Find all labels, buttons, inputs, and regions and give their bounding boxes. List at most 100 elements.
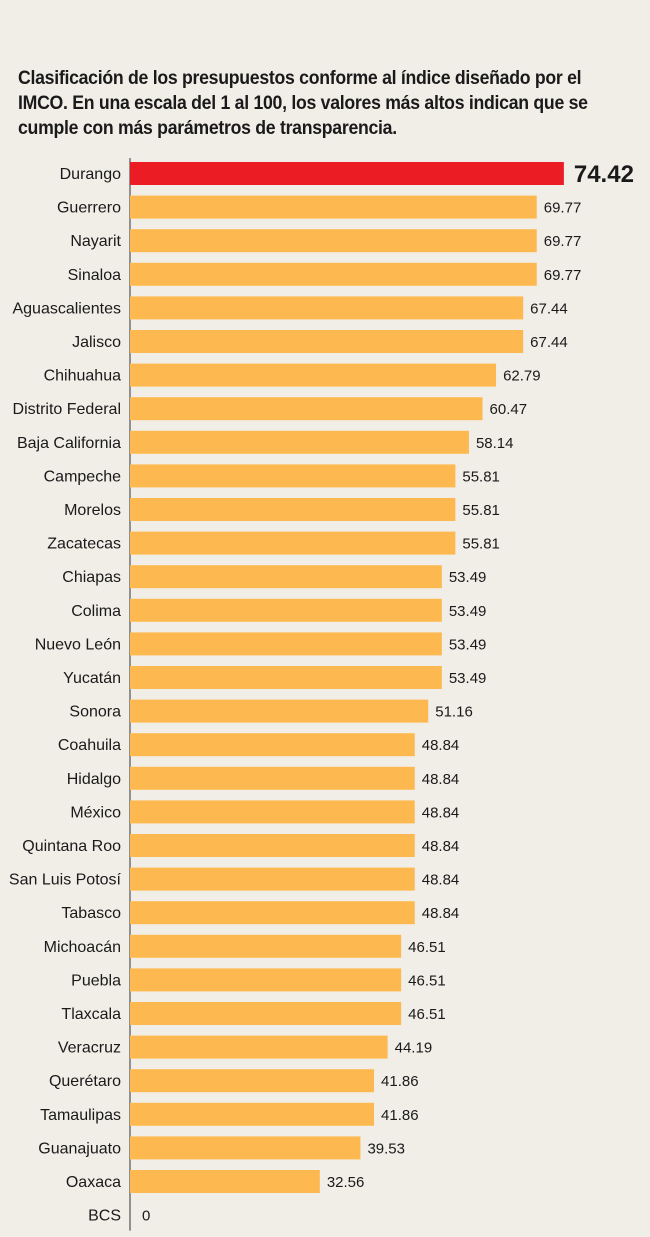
category-label-tabasco: Tabasco bbox=[61, 905, 121, 922]
category-label-michoacan: Michoacán bbox=[44, 939, 121, 956]
chart-title: Clasificación de los presupuestos confor… bbox=[18, 68, 588, 139]
bar-guerrero bbox=[130, 195, 537, 219]
category-label-coahuila: Coahuila bbox=[58, 737, 121, 754]
category-label-chiapas: Chiapas bbox=[62, 569, 121, 586]
value-label-tamaulipas: 41.86 bbox=[381, 1107, 419, 1124]
value-label-veracruz: 44.19 bbox=[395, 1040, 433, 1057]
value-label-campeche: 55.81 bbox=[462, 468, 500, 485]
bar-aguascalientes bbox=[130, 296, 524, 320]
category-label-colima: Colima bbox=[71, 603, 121, 620]
bar-tlaxcala bbox=[130, 1002, 402, 1025]
bar-oaxaca bbox=[130, 1170, 320, 1193]
value-label-tabasco: 48.84 bbox=[422, 905, 460, 922]
category-label-hidalgo: Hidalgo bbox=[67, 771, 121, 788]
bars-group bbox=[130, 162, 564, 1193]
category-label-nayarit: Nayarit bbox=[70, 233, 121, 250]
category-label-baja-california: Baja California bbox=[17, 435, 121, 452]
value-labels-group: 74.42 69.77 69.77 69.77 67.44 67.44 62.79 60.47… bbox=[142, 161, 634, 1225]
category-label-morelos: Morelos bbox=[64, 502, 121, 519]
bar-yucatan bbox=[130, 666, 442, 689]
value-label-sonora: 51.16 bbox=[435, 704, 473, 721]
category-label-quintana-roo: Quintana Roo bbox=[22, 838, 121, 855]
category-label-tamaulipas: Tamaulipas bbox=[40, 1107, 121, 1124]
bar-distrito-federal bbox=[130, 397, 483, 421]
value-label-san-luis-potosi: 48.84 bbox=[422, 872, 460, 889]
value-label-guanajuato: 39.53 bbox=[367, 1140, 405, 1157]
value-label-yucatan: 53.49 bbox=[449, 670, 487, 687]
category-label-campeche: Campeche bbox=[44, 468, 121, 485]
category-label-guanajuato: Guanajuato bbox=[38, 1140, 121, 1157]
value-label-oaxaca: 32.56 bbox=[327, 1174, 365, 1191]
bar-sonora bbox=[130, 699, 429, 723]
value-label-chiapas: 53.49 bbox=[449, 569, 487, 586]
bar-tabasco bbox=[130, 901, 415, 925]
value-label-coahuila: 48.84 bbox=[422, 737, 460, 754]
category-label-yucatan: Yucatán bbox=[63, 670, 121, 687]
value-label-bcs: 0 bbox=[142, 1208, 150, 1225]
category-label-queretaro: Querétaro bbox=[49, 1073, 121, 1090]
category-label-sinaloa: Sinaloa bbox=[68, 267, 121, 284]
bar-san-luis-potosi bbox=[130, 867, 415, 891]
bar-morelos bbox=[130, 498, 456, 521]
category-label-zacatecas: Zacatecas bbox=[47, 536, 121, 553]
bar-chihuahua bbox=[130, 363, 497, 387]
bar-veracruz bbox=[130, 1035, 388, 1059]
value-label-hidalgo: 48.84 bbox=[422, 771, 460, 788]
value-label-quintana-roo: 48.84 bbox=[422, 838, 460, 855]
value-label-puebla: 46.51 bbox=[408, 972, 446, 989]
value-label-aguascalientes: 67.44 bbox=[530, 300, 568, 317]
bar-hidalgo bbox=[130, 766, 415, 790]
value-label-baja-california: 58.14 bbox=[476, 435, 514, 452]
bar-michoacan bbox=[130, 934, 402, 958]
category-label-chihuahua: Chihuahua bbox=[44, 368, 122, 385]
value-label-mexico: 48.84 bbox=[422, 804, 460, 821]
bar-guanajuato bbox=[130, 1136, 361, 1160]
bar-tamaulipas bbox=[130, 1102, 375, 1126]
category-label-bcs: BCS bbox=[88, 1208, 121, 1225]
value-label-nayarit: 69.77 bbox=[544, 233, 582, 250]
value-label-morelos: 55.81 bbox=[462, 502, 500, 519]
bar-queretaro bbox=[130, 1069, 375, 1093]
bar-nayarit bbox=[130, 229, 537, 253]
value-label-sinaloa: 69.77 bbox=[544, 267, 582, 284]
category-label-oaxaca: Oaxaca bbox=[66, 1174, 121, 1191]
value-label-guerrero: 69.77 bbox=[544, 200, 582, 217]
bar-durango bbox=[130, 162, 564, 185]
value-label-michoacan: 46.51 bbox=[408, 939, 446, 956]
bar-campeche bbox=[130, 464, 456, 488]
category-label-san-luis-potosi: San Luis Potosí bbox=[9, 872, 122, 889]
bar-puebla bbox=[130, 968, 402, 992]
category-labels-group: Durango Guerrero Nayarit Sinaloa Aguascalien… bbox=[9, 166, 122, 1225]
value-label-distrito-federal: 60.47 bbox=[490, 401, 528, 418]
category-label-guerrero: Guerrero bbox=[57, 200, 121, 217]
value-label-queretaro: 41.86 bbox=[381, 1073, 419, 1090]
bar-jalisco bbox=[130, 330, 524, 353]
category-label-distrito-federal: Distrito Federal bbox=[13, 401, 121, 418]
category-label-aguascalientes: Aguascalientes bbox=[12, 300, 121, 317]
bar-baja-california bbox=[130, 430, 469, 454]
category-label-tlaxcala: Tlaxcala bbox=[61, 1006, 121, 1023]
value-label-durango: 74.42 bbox=[574, 161, 634, 188]
category-label-nuevo-leon: Nuevo León bbox=[35, 636, 121, 653]
category-label-puebla: Puebla bbox=[71, 972, 121, 989]
category-label-veracruz: Veracruz bbox=[58, 1040, 121, 1057]
category-label-durango: Durango bbox=[60, 166, 121, 183]
bar-mexico bbox=[130, 800, 415, 824]
value-label-colima: 53.49 bbox=[449, 603, 487, 620]
value-label-tlaxcala: 46.51 bbox=[408, 1006, 446, 1023]
value-label-chihuahua: 62.79 bbox=[503, 368, 541, 385]
bar-quintana-roo bbox=[130, 834, 415, 857]
bar-coahuila bbox=[130, 733, 415, 757]
bar-chiapas bbox=[130, 565, 442, 589]
value-label-nuevo-leon: 53.49 bbox=[449, 636, 487, 653]
value-label-zacatecas: 55.81 bbox=[462, 536, 500, 553]
value-label-jalisco: 67.44 bbox=[530, 334, 568, 351]
category-label-mexico: México bbox=[70, 804, 121, 821]
category-label-jalisco: Jalisco bbox=[72, 334, 121, 351]
category-label-sonora: Sonora bbox=[69, 704, 121, 721]
bar-colima bbox=[130, 598, 442, 622]
bar-nuevo-leon bbox=[130, 632, 442, 656]
bar-sinaloa bbox=[130, 262, 537, 286]
bar-zacatecas bbox=[130, 531, 456, 555]
